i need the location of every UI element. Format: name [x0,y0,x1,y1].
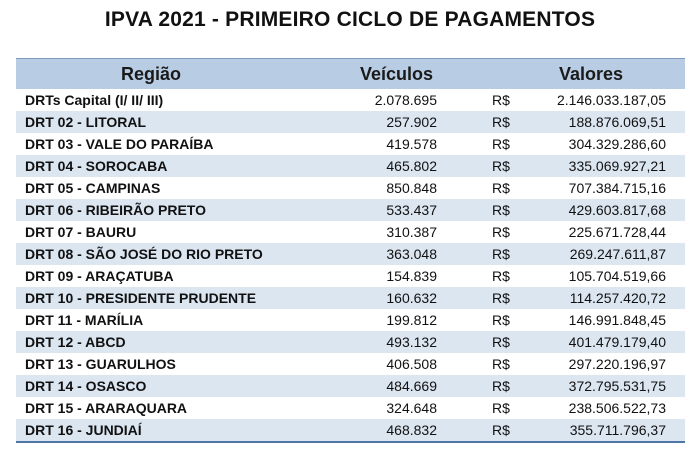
currency-cell: R$ [492,246,510,262]
vehicles-cell: 363.048 [386,246,437,262]
currency-cell: R$ [492,356,510,372]
currency-cell: R$ [492,400,510,416]
header-values: Valores [559,64,624,84]
value-cell: 372.795.531,75 [568,378,666,394]
value-cell: 238.506.522,73 [568,400,666,416]
table-row: DRT 06 - RIBEIRÃO PRETO 533.437 R$ 429.603.… [16,199,685,221]
table-body: DRTs Capital (I/ II/ III) 2.078.695 R$ 2.14… [16,89,685,441]
vehicles-cell: 160.632 [386,290,437,306]
region-cell: DRT 09 - ARAÇATUBA [25,268,174,284]
currency-cell: R$ [492,202,510,218]
vehicles-cell: 419.578 [386,136,437,152]
vehicles-cell: 406.508 [386,356,437,372]
value-cell: 146.991.848,45 [568,312,666,328]
value-cell: 429.603.817,68 [568,202,666,218]
header-vehicles: Veículos [360,64,434,84]
vehicles-cell: 465.802 [386,158,437,174]
vehicles-cell: 850.848 [386,180,437,196]
table-row: DRTs Capital (I/ II/ III) 2.078.695 R$ 2.14… [16,89,685,111]
region-cell: DRT 14 - OSASCO [25,378,147,394]
vehicles-cell: 257.902 [386,114,437,130]
region-cell: DRT 06 - RIBEIRÃO PRETO [25,202,206,218]
currency-cell: R$ [492,290,510,306]
table-row: DRT 14 - OSASCO 484.669 R$ 372.795.531,75 [16,375,685,397]
vehicles-cell: 493.132 [386,334,437,350]
value-cell: 105.704.519,66 [568,268,666,284]
region-cell: DRT 08 - SÃO JOSÉ DO RIO PRETO [25,246,263,262]
region-cell: DRT 16 - JUNDIAÍ [25,422,142,438]
value-cell: 2.146.033.187,05 [557,92,666,108]
table-row: DRT 13 - GUARULHOS 406.508 R$ 297.220.196,9… [16,353,685,375]
table-row: DRT 07 - BAURU 310.387 R$ 225.671.728,44 [16,221,685,243]
region-cell: DRT 04 - SOROCABA [25,158,168,174]
value-cell: 297.220.196,97 [568,356,666,372]
vehicles-cell: 484.669 [386,378,437,394]
vehicles-cell: 2.078.695 [374,92,437,108]
table-row: DRT 10 - PRESIDENTE PRUDENTE 160.632 R$ 114… [16,287,685,309]
currency-cell: R$ [492,378,510,394]
currency-cell: R$ [492,312,510,328]
table-row: DRT 03 - VALE DO PARAÍBA 419.578 R$ 304.329… [16,133,685,155]
table-row: DRT 08 - SÃO JOSÉ DO RIO PRETO 363.048 R$ 2… [16,243,685,265]
value-cell: 707.384.715,16 [568,180,666,196]
table-row: DRT 09 - ARAÇATUBA 154.839 R$ 105.704.519,6… [16,265,685,287]
region-cell: DRT 11 - MARÍLIA [25,312,144,328]
value-cell: 304.329.286,60 [568,136,666,152]
currency-cell: R$ [492,158,510,174]
value-cell: 269.247.611,87 [569,246,666,262]
region-cell: DRT 03 - VALE DO PARAÍBA [25,136,214,152]
page-title: IPVA 2021 - PRIMEIRO CICLO DE PAGAMENTOS [104,8,596,31]
currency-cell: R$ [492,136,510,152]
value-cell: 188.876.069,51 [568,114,666,130]
header-region: Região [121,64,182,84]
vehicles-cell: 310.387 [386,224,437,240]
table-header: Região Veículos Valores [16,59,685,89]
value-cell: 401.479.179,40 [568,334,666,350]
table-row: DRT 02 - LITORAL 257.902 R$ 188.876.069,51 [16,111,685,133]
value-cell: 355.711.796,37 [569,422,666,438]
currency-cell: R$ [492,92,510,108]
value-cell: 114.257.420,72 [569,290,666,306]
table-row: DRT 12 - ABCD 493.132 R$ 401.479.179,40 [16,331,685,353]
ipva-table: Região Veículos Valores DRTs Capital (I/… [16,58,685,443]
region-cell: DRTs Capital (I/ II/ III) [25,92,164,108]
table-row: DRT 15 - ARARAQUARA 324.648 R$ 238.506.522,… [16,397,685,419]
currency-cell: R$ [492,422,510,438]
region-cell: DRT 05 - CAMPINAS [25,180,161,196]
currency-cell: R$ [492,268,510,284]
value-cell: 225.671.728,44 [568,224,666,240]
currency-cell: R$ [492,180,510,196]
table-row: DRT 16 - JUNDIAÍ 468.832 R$ 355.711.796,37 [16,419,685,441]
currency-cell: R$ [492,334,510,350]
table-row: DRT 11 - MARÍLIA 199.812 R$ 146.991.848,45 [16,309,685,331]
vehicles-cell: 199.812 [386,312,437,328]
region-cell: DRT 13 - GUARULHOS [25,356,176,372]
currency-cell: R$ [492,114,510,130]
region-cell: DRT 15 - ARARAQUARA [25,400,188,416]
vehicles-cell: 154.839 [386,268,437,284]
region-cell: DRT 12 - ABCD [25,334,126,350]
region-cell: DRT 10 - PRESIDENTE PRUDENTE [25,290,257,306]
vehicles-cell: 533.437 [386,202,437,218]
table-row: DRT 05 - CAMPINAS 850.848 R$ 707.384.715,16 [16,177,685,199]
value-cell: 335.069.927,21 [568,158,666,174]
table-row: DRT 04 - SOROCABA 465.802 R$ 335.069.927,21 [16,155,685,177]
currency-cell: R$ [492,224,510,240]
region-cell: DRT 07 - BAURU [25,224,137,240]
vehicles-cell: 324.648 [386,400,437,416]
vehicles-cell: 468.832 [386,422,437,438]
region-cell: DRT 02 - LITORAL [25,114,147,130]
